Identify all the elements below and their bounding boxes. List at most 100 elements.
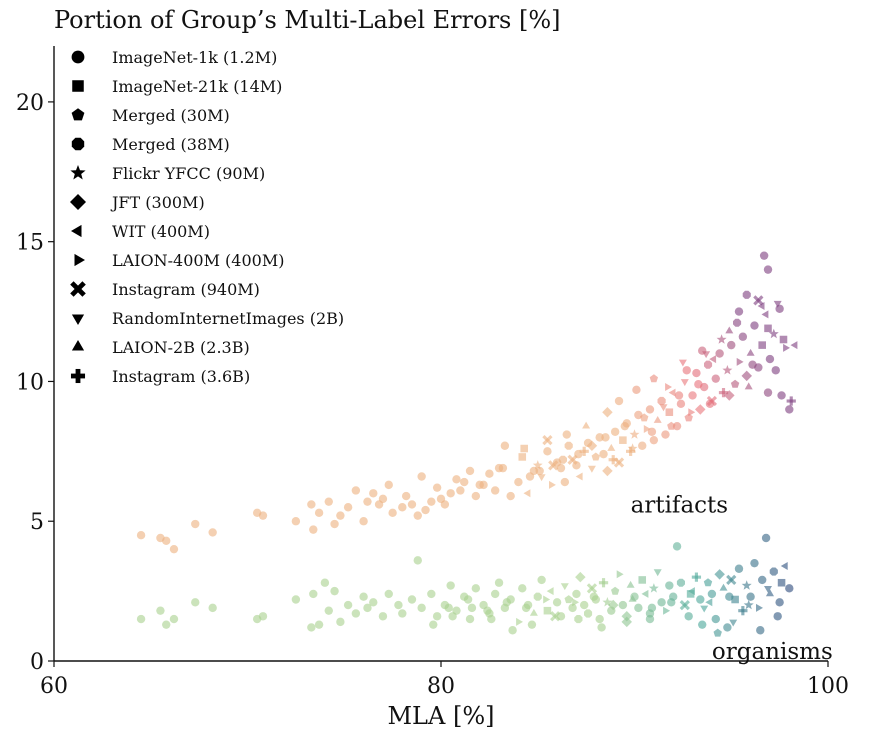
data-point [659, 404, 668, 412]
data-point [351, 609, 361, 618]
data-point [191, 519, 200, 529]
data-point [725, 326, 734, 334]
data-point [586, 583, 598, 594]
data-point [401, 491, 411, 501]
data-point [591, 452, 600, 461]
data-point [369, 489, 378, 498]
data-point [610, 427, 620, 436]
data-point [786, 396, 796, 406]
data-point [394, 600, 403, 610]
data-point [575, 571, 586, 583]
data-point [621, 616, 632, 628]
data-point [136, 531, 146, 540]
data-point [765, 589, 774, 597]
data-point [705, 598, 713, 607]
data-point [777, 391, 786, 400]
data-point [638, 441, 647, 450]
data-point [684, 413, 693, 422]
data-point [572, 461, 581, 470]
legend-marker-circle [71, 50, 85, 64]
legend-label: RandomInternetImages (2B) [112, 309, 344, 328]
data-point [618, 600, 628, 610]
data-point [680, 379, 689, 387]
legend-marker-star [70, 165, 86, 180]
data-point [686, 590, 695, 598]
data-point [694, 380, 703, 389]
data-point [627, 443, 638, 453]
annotations: artifacts organisms [631, 492, 833, 665]
data-point [413, 556, 422, 565]
data-point [758, 341, 766, 349]
data-point [521, 603, 531, 613]
data-point [769, 567, 778, 576]
data-point [309, 589, 318, 599]
data-point [756, 603, 763, 612]
data-point [620, 421, 630, 431]
data-point [757, 302, 765, 310]
data-point [667, 598, 676, 607]
data-point [674, 391, 684, 400]
data-point [208, 528, 217, 537]
data-point [691, 572, 702, 582]
data-point [598, 578, 609, 588]
data-point [738, 332, 748, 341]
data-point [307, 623, 316, 632]
data-point [543, 595, 551, 604]
data-point [518, 584, 527, 593]
data-point [574, 449, 583, 459]
legend-label: ImageNet-1k (1.2M) [112, 48, 277, 67]
legend-marker-diamond [70, 194, 86, 210]
data-point [407, 595, 417, 604]
data-point [465, 614, 475, 624]
data-point [359, 592, 368, 601]
data-point [665, 383, 672, 391]
data-point [324, 606, 333, 615]
legend-label: JFT (300M) [110, 193, 205, 212]
data-point [645, 614, 655, 624]
data-point [359, 517, 368, 526]
data-point [465, 466, 475, 476]
data-point [634, 603, 643, 613]
data-point [621, 611, 632, 622]
data-point [456, 486, 465, 495]
data-point [718, 388, 729, 398]
data-point [487, 614, 496, 624]
legend-marker-pentagon [71, 108, 85, 121]
data-point [498, 463, 508, 473]
legend-label: LAION-400M (400M) [112, 251, 284, 270]
data-point [558, 455, 567, 464]
data-point [446, 581, 455, 590]
data-point [727, 340, 736, 350]
data-point [568, 603, 577, 613]
data-point [704, 360, 713, 369]
x-tick-label: 100 [807, 674, 849, 699]
data-point [599, 449, 608, 459]
data-point [722, 365, 733, 375]
group-label-artifacts: artifacts [631, 492, 728, 518]
data-point [688, 408, 696, 417]
data-point [607, 443, 616, 451]
data-point [734, 307, 744, 316]
legend-label: Flickr YFCC (90M) [112, 164, 265, 183]
data-point [429, 620, 438, 629]
data-point [407, 500, 417, 509]
legend-label: LAION-2B (2.3B) [112, 338, 250, 357]
data-point [726, 574, 737, 586]
data-point [582, 421, 591, 429]
legend-item: ImageNet-1k (1.2M) [71, 48, 277, 67]
data-point [363, 497, 372, 506]
data-point [595, 433, 604, 442]
data-point [343, 600, 353, 610]
data-point [608, 455, 618, 465]
data-point [750, 558, 759, 568]
data-point [676, 578, 685, 587]
data-point [657, 598, 666, 607]
data-point [763, 388, 773, 397]
data-point [444, 603, 453, 613]
data-point [363, 603, 372, 613]
data-point [647, 427, 657, 436]
data-point [626, 580, 635, 588]
data-point [661, 430, 670, 439]
data-point [716, 334, 727, 344]
